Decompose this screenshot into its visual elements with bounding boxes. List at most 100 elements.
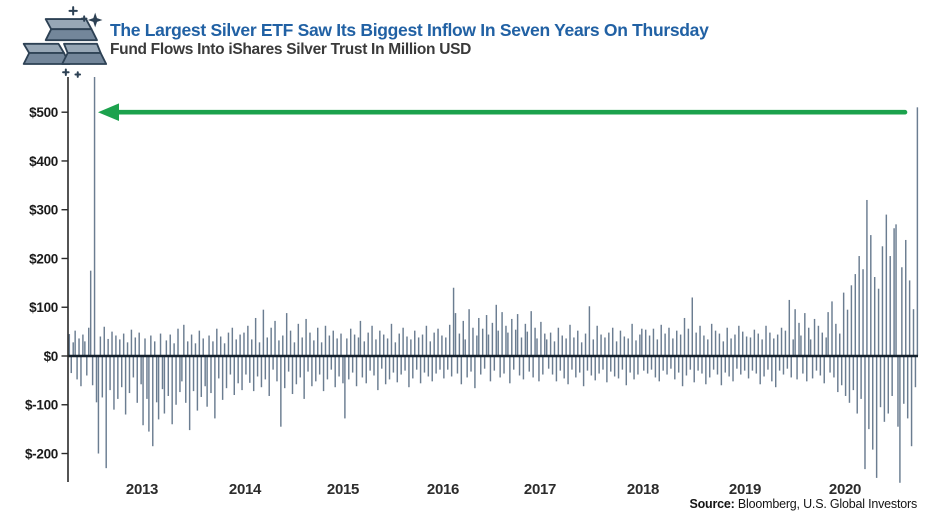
flow-bar [674, 356, 676, 380]
flow-bar [825, 337, 827, 356]
flow-bar [291, 356, 294, 395]
flow-bar [89, 270, 92, 356]
flow-bar [901, 267, 903, 356]
flow-bar [445, 337, 447, 356]
flow-bar [507, 332, 509, 356]
flow-bar [916, 107, 919, 356]
flow-bar [763, 356, 765, 377]
flow-bar [179, 356, 181, 393]
flow-bar [437, 328, 439, 356]
flow-bar [480, 356, 482, 375]
flow-bar [320, 342, 323, 356]
flow-bar [600, 334, 602, 356]
flow-bar [414, 330, 416, 356]
flow-bar [885, 214, 888, 356]
flow-bar [452, 287, 455, 356]
flow-bar [287, 356, 290, 372]
flow-bar [623, 336, 626, 356]
flow-bar [809, 339, 812, 356]
flow-bar [338, 356, 340, 377]
flow-bar [468, 309, 470, 356]
flow-bar [115, 335, 117, 356]
source-line: Source: Bloomberg, U.S. Global Investors [689, 497, 917, 511]
flow-bar [307, 356, 309, 372]
flow-bar [707, 339, 709, 356]
flow-bar [743, 356, 746, 371]
flow-bar [767, 356, 769, 370]
flow-bar [534, 327, 536, 356]
flow-bar [474, 356, 476, 389]
flow-bar [852, 356, 855, 391]
flow-bar [546, 339, 548, 356]
flow-bar [301, 337, 303, 356]
flow-bar [404, 356, 406, 371]
flow-bar [406, 336, 408, 356]
flow-bar [202, 338, 204, 356]
flow-bar [837, 356, 839, 393]
flow-bar [433, 332, 435, 356]
flow-bar [412, 356, 414, 379]
flow-bar [505, 325, 507, 356]
flow-bar [470, 356, 472, 372]
flow-bar [107, 338, 109, 356]
flow-bar [687, 328, 690, 356]
flow-bar [637, 356, 639, 375]
flow-bar [313, 340, 315, 356]
flow-bar [204, 356, 206, 387]
flow-bar [266, 337, 268, 356]
flow-bar [262, 309, 265, 356]
flow-bar [672, 338, 674, 356]
flow-bar [710, 323, 713, 356]
source-text: Bloomberg, U.S. Global Investors [734, 497, 917, 511]
flow-bar [371, 325, 373, 356]
flow-bar [829, 356, 831, 373]
flow-bar [227, 332, 230, 356]
flow-bar [804, 313, 806, 356]
y-tick-label: $300 [29, 203, 58, 218]
flow-bar [472, 327, 474, 356]
flow-bar [348, 356, 350, 380]
flow-bar [324, 325, 327, 356]
flow-bar [142, 356, 144, 426]
flow-bar [625, 356, 628, 386]
y-tick-label: $200 [29, 251, 58, 266]
flow-bar [906, 356, 909, 419]
flow-bar [839, 333, 841, 356]
flow-bar [117, 356, 119, 399]
y-tick-label: $500 [29, 105, 58, 120]
flow-bar [175, 356, 177, 405]
x-tick-label: 2015 [327, 481, 359, 498]
x-tick-label: 2013 [126, 481, 158, 498]
flow-bar [419, 356, 422, 384]
flow-bar [349, 328, 352, 356]
flow-bar [272, 356, 274, 370]
flow-bar [778, 356, 781, 371]
flow-bar [398, 333, 400, 356]
flow-bar [679, 334, 682, 356]
flow-bar [86, 356, 88, 376]
flow-bar [439, 356, 441, 370]
flow-bar [483, 356, 486, 369]
flow-bar [823, 356, 825, 384]
flow-bar [124, 356, 127, 415]
flow-bar [396, 356, 399, 383]
flow-bar [769, 332, 771, 356]
flow-bar [336, 338, 338, 356]
flow-bar [136, 356, 138, 403]
flow-bar [912, 309, 915, 356]
flow-bar [862, 269, 864, 356]
flow-bar [833, 356, 835, 378]
flow-bar [792, 339, 794, 356]
flow-bar [819, 356, 822, 376]
flow-bar [278, 340, 280, 356]
flow-bar [577, 330, 579, 356]
flow-bar [390, 323, 393, 356]
flow-bar [113, 356, 115, 410]
flow-bar [757, 333, 759, 356]
flow-bar [309, 332, 311, 356]
flow-bar [159, 333, 162, 356]
flow-bar [132, 356, 135, 378]
flow-bar [101, 356, 104, 398]
flow-bar [497, 330, 499, 356]
